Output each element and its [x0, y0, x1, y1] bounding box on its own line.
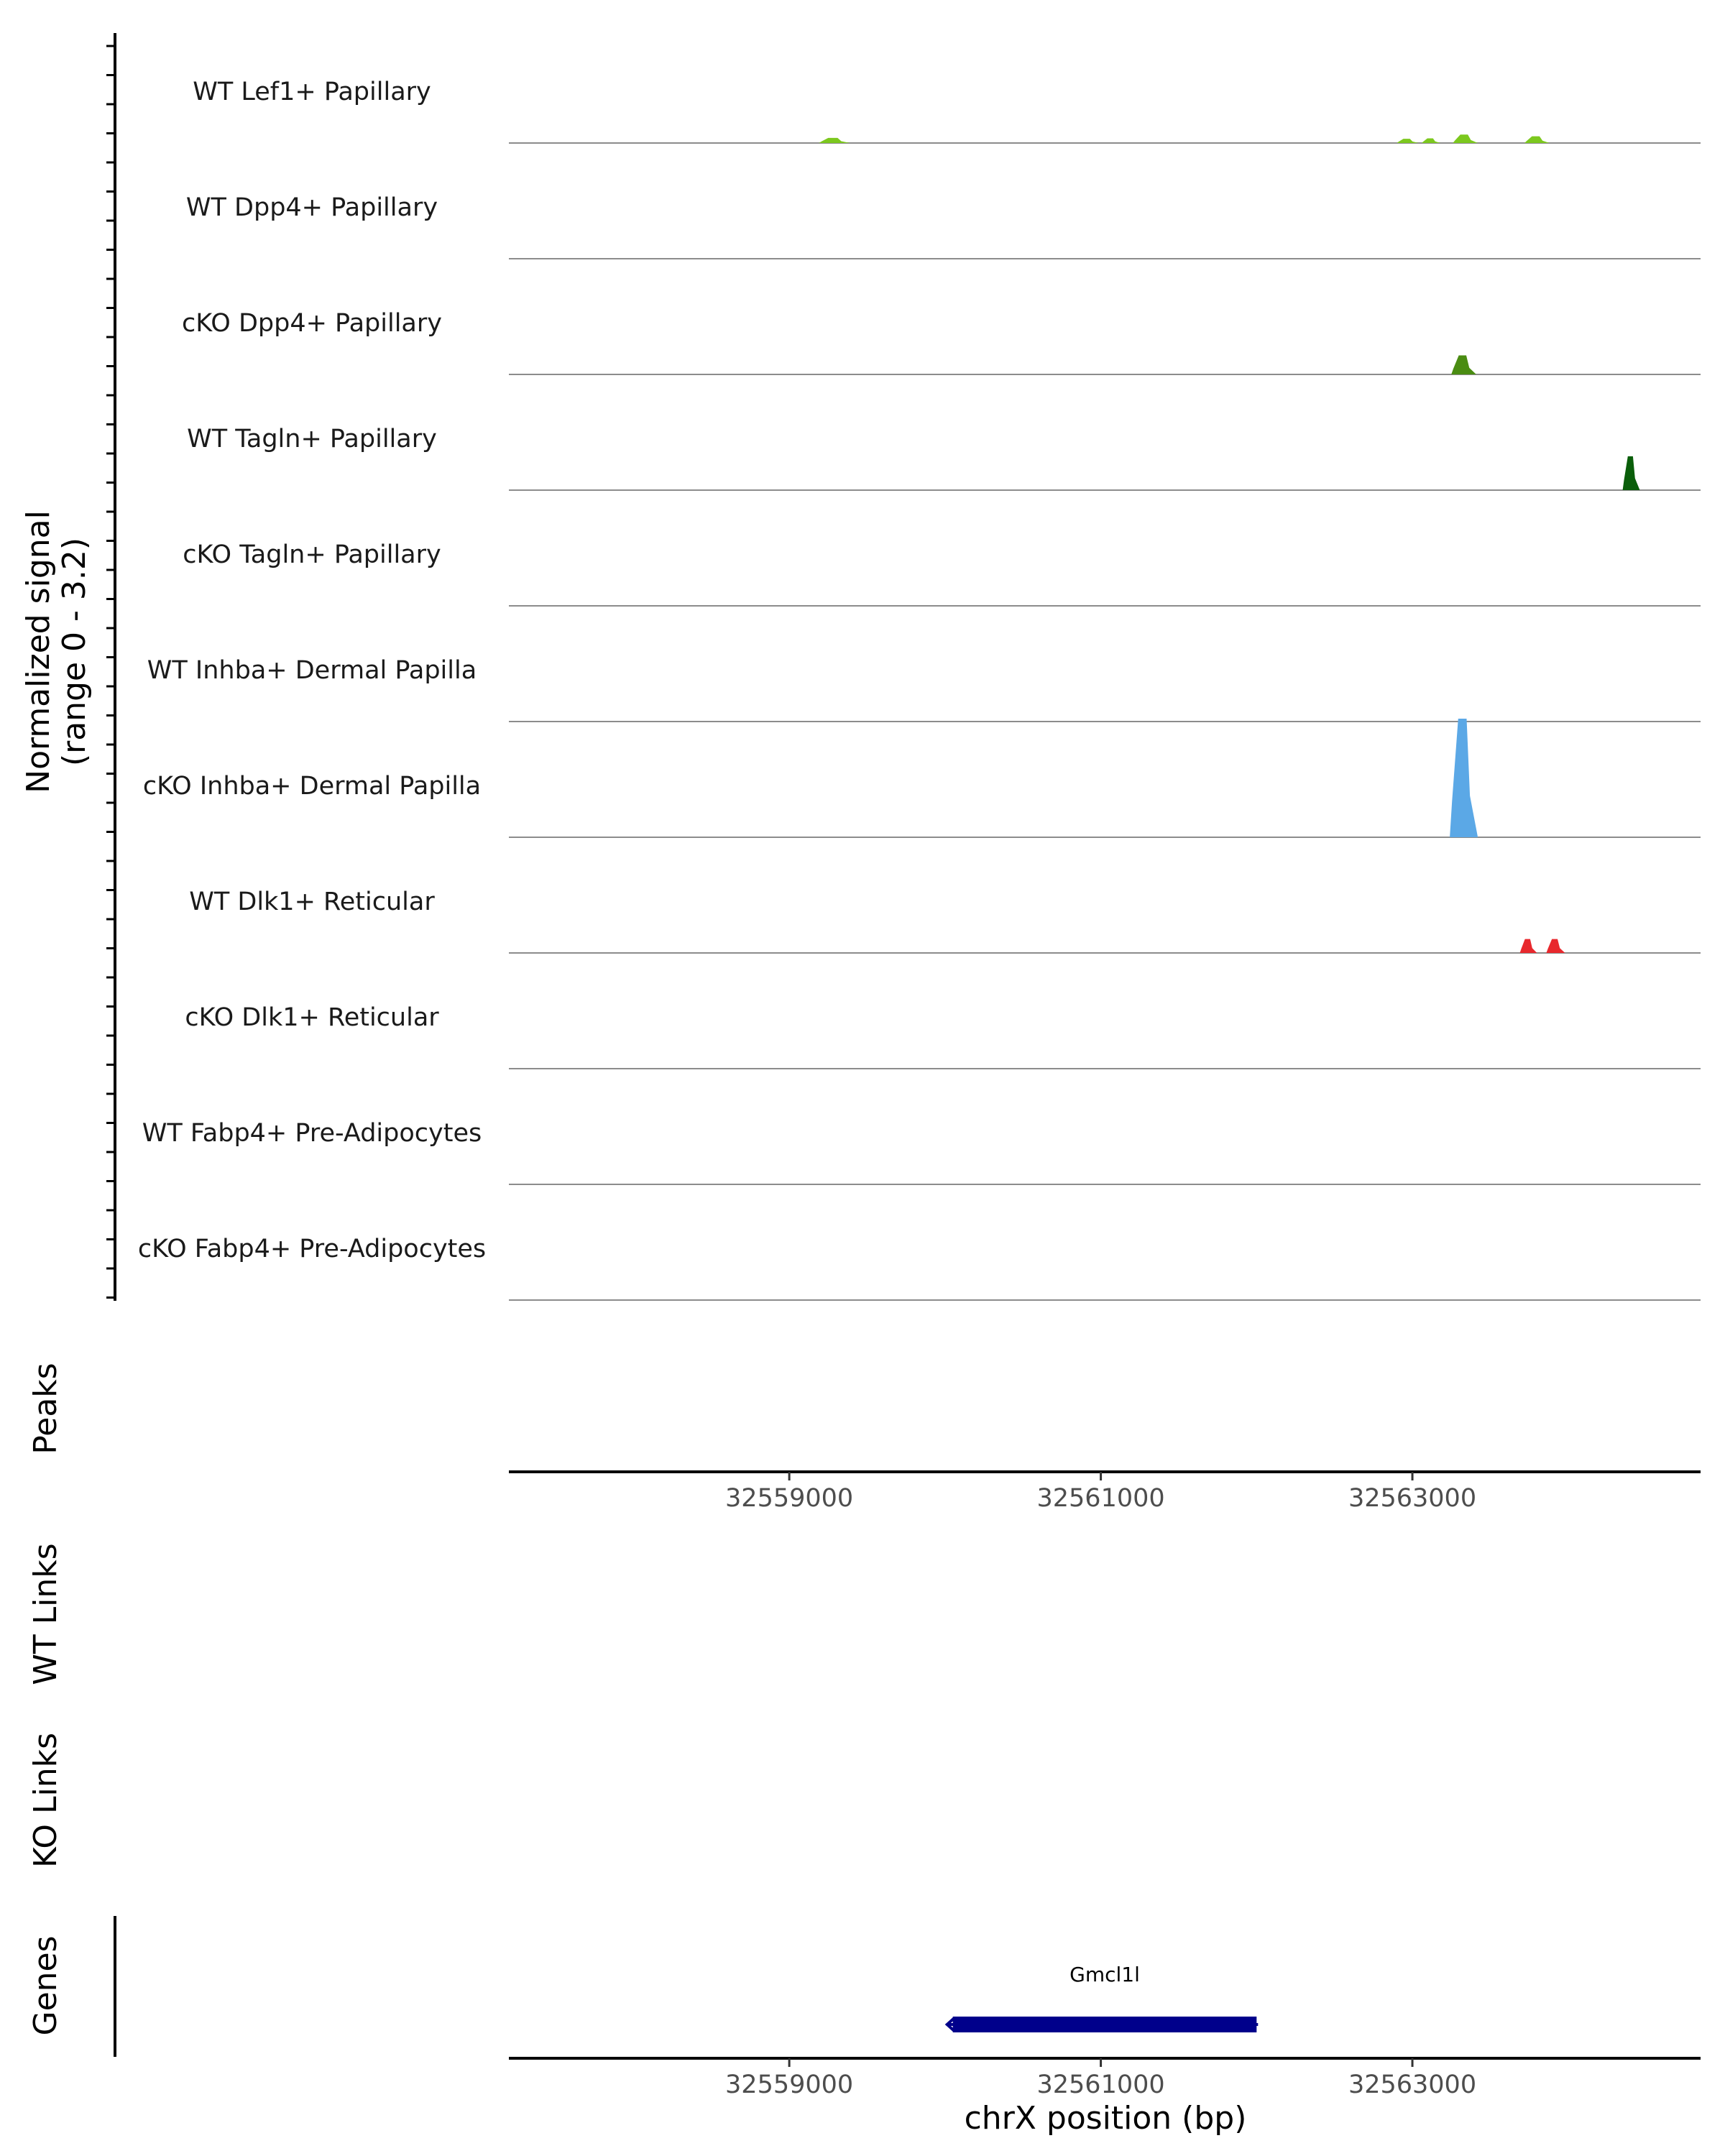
coverage-peak-1	[1451, 355, 1476, 374]
track-9: cKO Dlk1+ Reticular	[185, 1003, 1701, 1069]
coverage-peak-1	[819, 137, 850, 143]
track-label: WT Dpp4+ Papillary	[186, 193, 438, 222]
peaks-y-axis-title: Peaks	[27, 1363, 64, 1454]
x-tick-label: 32561000	[1037, 2070, 1165, 2099]
coverage-peak-1	[1450, 719, 1478, 837]
track-8: WT Dlk1+ Reticular	[189, 888, 1701, 954]
coverage-peak-1	[1519, 939, 1537, 953]
track-5: cKO Tagln+ Papillary	[183, 540, 1701, 607]
track-label: WT Dlk1+ Reticular	[189, 888, 435, 916]
track-label: WT Fabp4+ Pre-Adipocytes	[142, 1119, 482, 1148]
gene-exon-block	[952, 2017, 1257, 2032]
wt-links-y-axis-title: WT Links	[27, 1543, 64, 1685]
track-11: cKO Fabp4+ Pre-Adipocytes	[138, 1235, 1701, 1301]
genes-x-axis-title: chrX position (bp)	[965, 2100, 1247, 2137]
x-tick-label: 32563000	[1348, 1484, 1476, 1513]
coverage-y-ticks	[106, 45, 115, 1299]
coverage-peak-4	[1453, 134, 1478, 143]
genes-x-ticks: 32559000 32561000 32563000	[725, 2058, 1476, 2099]
ko-links-y-axis-title: KO Links	[27, 1733, 64, 1868]
track-6: WT Inhba+ Dermal Papilla	[147, 656, 1701, 722]
genes-y-axis-title: Genes	[27, 1935, 64, 2035]
track-7: cKO Inhba+ Dermal Papilla	[143, 719, 1701, 838]
track-4: WT Tagln+ Papillary	[187, 425, 1701, 491]
coverage-y-axis-title: Normalized signal	[20, 510, 57, 793]
track-2: WT Dpp4+ Papillary	[186, 193, 1701, 259]
gene-name-label: Gmcl1l	[1070, 1963, 1140, 1986]
coverage-tracks: WT Lef1+ Papillary WT Dpp4+ Papillary cKO …	[138, 78, 1701, 1301]
track-label: WT Lef1+ Papillary	[193, 78, 431, 106]
track-label: cKO Fabp4+ Pre-Adipocytes	[138, 1235, 486, 1263]
coverage-peak-3	[1422, 138, 1441, 143]
track-1: WT Lef1+ Papillary	[193, 78, 1701, 144]
genes-panel: Genes Gmcl1l 32559000 32561000 32563000 ch…	[27, 1916, 1701, 2137]
track-3: cKO Dpp4+ Papillary	[182, 309, 1701, 375]
coverage-peak-2	[1546, 939, 1565, 953]
gene-marks: Gmcl1l	[944, 1963, 1259, 2032]
coverage-peak-2	[1397, 139, 1419, 143]
track-label: cKO Inhba+ Dermal Papilla	[143, 772, 481, 801]
coverage-peak-1	[1622, 456, 1640, 490]
peaks-panel: Peaks 32559000 32561000 32563000	[27, 1363, 1701, 1513]
track-10: WT Fabp4+ Pre-Adipocytes	[142, 1119, 1701, 1185]
x-tick-label: 32559000	[725, 2070, 853, 2099]
x-tick-label: 32563000	[1348, 2070, 1476, 2099]
x-tick-label: 32559000	[725, 1484, 853, 1513]
ko-links-panel: KO Links	[27, 1733, 64, 1868]
track-label: WT Inhba+ Dermal Papilla	[147, 656, 477, 685]
coverage-y-axis-range: (range 0 - 3.2)	[56, 538, 93, 766]
coverage-peak-5	[1524, 136, 1550, 143]
track-label: WT Tagln+ Papillary	[187, 425, 437, 453]
strand-arrow-icon	[944, 2017, 956, 2032]
wt-links-panel: WT Links	[27, 1543, 64, 1685]
x-tick-label: 32561000	[1037, 1484, 1165, 1513]
track-label: cKO Dpp4+ Papillary	[182, 309, 442, 338]
track-label: cKO Tagln+ Papillary	[183, 540, 441, 569]
track-label: cKO Dlk1+ Reticular	[185, 1003, 439, 1032]
peaks-x-ticks: 32559000 32561000 32563000	[725, 1472, 1476, 1513]
coverage-panel: Normalized signal (range 0 - 3.2) WT Lef…	[20, 33, 1701, 1301]
